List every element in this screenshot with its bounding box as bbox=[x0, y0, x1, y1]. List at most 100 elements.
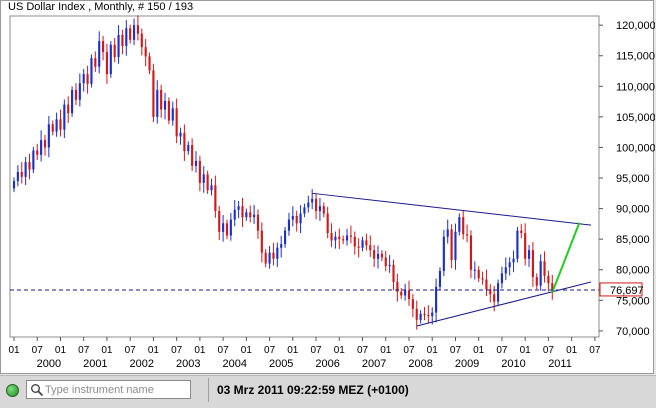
candle-body bbox=[276, 247, 279, 259]
candle-body bbox=[253, 214, 256, 218]
candle-body bbox=[376, 253, 380, 259]
candle-body bbox=[105, 52, 109, 75]
candle-body bbox=[462, 217, 465, 235]
y-tick-label: 70,000 bbox=[616, 326, 650, 338]
green-projection bbox=[551, 222, 581, 293]
x-month-label: 07 bbox=[125, 345, 137, 356]
candle-body bbox=[233, 209, 236, 220]
y-tick-label: 110,000 bbox=[616, 81, 655, 93]
candle-body bbox=[438, 270, 442, 287]
candle-body bbox=[357, 246, 360, 248]
candle-body bbox=[12, 181, 16, 189]
candle-body bbox=[256, 214, 260, 231]
connection-status-icon bbox=[6, 384, 19, 397]
x-year-label: 2011 bbox=[548, 358, 572, 370]
x-month-label: 07 bbox=[403, 345, 415, 356]
candle-body bbox=[380, 253, 383, 258]
x-year-label: 2002 bbox=[130, 358, 154, 370]
x-month-label: 07 bbox=[310, 345, 322, 356]
candle-body bbox=[179, 132, 182, 137]
candle-body bbox=[163, 100, 167, 110]
candle-body bbox=[450, 229, 453, 260]
candle-body bbox=[551, 283, 554, 290]
candle-body bbox=[194, 160, 198, 166]
x-month-label: 07 bbox=[78, 345, 90, 356]
x-month-label: 01 bbox=[287, 345, 299, 356]
candle-body bbox=[477, 269, 480, 279]
x-year-label: 2006 bbox=[315, 358, 339, 370]
x-month-label: 01 bbox=[194, 345, 206, 356]
candle-body bbox=[214, 185, 217, 212]
candle-body bbox=[74, 89, 78, 100]
candle-body bbox=[94, 58, 97, 67]
candle-body bbox=[140, 33, 143, 48]
x-year-label: 2000 bbox=[37, 358, 61, 370]
candle-body bbox=[446, 229, 449, 237]
candle-body bbox=[272, 252, 275, 259]
datetime-display: 03 Mrz 2011 09:22:59 MEZ (+0100) bbox=[217, 383, 409, 397]
candle-body bbox=[132, 25, 136, 40]
candle-body bbox=[299, 213, 302, 224]
candle-body bbox=[338, 236, 341, 240]
candle-body bbox=[442, 236, 445, 271]
candle-body bbox=[419, 313, 422, 320]
instrument-search-input[interactable] bbox=[45, 382, 185, 397]
candle-body bbox=[508, 262, 511, 268]
candle-body bbox=[129, 28, 132, 40]
status-bar: 03 Mrz 2011 09:22:59 MEZ (+0100) bbox=[0, 375, 656, 408]
last-price-box bbox=[599, 282, 643, 297]
candle-body bbox=[218, 211, 221, 232]
candle-body bbox=[535, 277, 538, 286]
x-month-label: 01 bbox=[566, 345, 578, 356]
candle-body bbox=[435, 286, 438, 313]
candle-body bbox=[287, 219, 291, 231]
grid bbox=[9, 15, 600, 338]
candle-body bbox=[330, 233, 333, 241]
candle-body bbox=[229, 219, 232, 236]
candle-body bbox=[469, 235, 473, 270]
candles bbox=[12, 15, 554, 330]
x-month-label: 01 bbox=[101, 345, 113, 356]
candle-body bbox=[524, 233, 527, 259]
candle-body bbox=[415, 308, 418, 320]
candle-body bbox=[245, 212, 248, 218]
candle-body bbox=[326, 213, 329, 234]
candle-body bbox=[78, 83, 81, 100]
candle-body bbox=[191, 145, 194, 166]
x-month-label: 01 bbox=[8, 345, 20, 356]
candle-body bbox=[384, 257, 387, 267]
candle-body bbox=[504, 267, 507, 274]
candle-body bbox=[156, 89, 159, 117]
candle-body bbox=[531, 250, 534, 278]
candle-body bbox=[458, 217, 461, 232]
candle-body bbox=[125, 28, 128, 46]
chart-window: 120,000 115,000 110,000 105,000 100,000 95,00… bbox=[0, 0, 655, 375]
y-tick-label: 90,000 bbox=[616, 204, 650, 216]
candle-body bbox=[342, 239, 345, 241]
candle-body bbox=[98, 41, 101, 67]
candle-body bbox=[28, 162, 31, 170]
candle-body bbox=[210, 185, 213, 191]
candle-body bbox=[187, 145, 190, 152]
candle-body bbox=[71, 89, 74, 114]
candle-body bbox=[260, 230, 263, 253]
x-month-label: 01 bbox=[473, 345, 485, 356]
price-chart[interactable]: 120,000 115,000 110,000 105,000 100,000 95,00… bbox=[1, 1, 655, 375]
candle-body bbox=[16, 171, 19, 182]
candle-body bbox=[67, 104, 70, 114]
candle-body bbox=[307, 202, 310, 208]
candle-body bbox=[388, 264, 391, 267]
candle-body bbox=[284, 230, 287, 245]
x-month-label: 07 bbox=[543, 345, 555, 356]
candle-body bbox=[47, 124, 50, 148]
candle-body bbox=[520, 230, 523, 234]
candle-body bbox=[113, 44, 116, 57]
candle-body bbox=[171, 108, 174, 121]
instrument-search-box[interactable] bbox=[26, 380, 191, 399]
candle-body bbox=[431, 312, 434, 317]
candle-body bbox=[365, 240, 368, 246]
candle-body bbox=[481, 278, 484, 280]
y-tick-label: 105,000 bbox=[616, 112, 655, 124]
annotations bbox=[10, 192, 599, 327]
search-icon[interactable] bbox=[30, 383, 44, 397]
